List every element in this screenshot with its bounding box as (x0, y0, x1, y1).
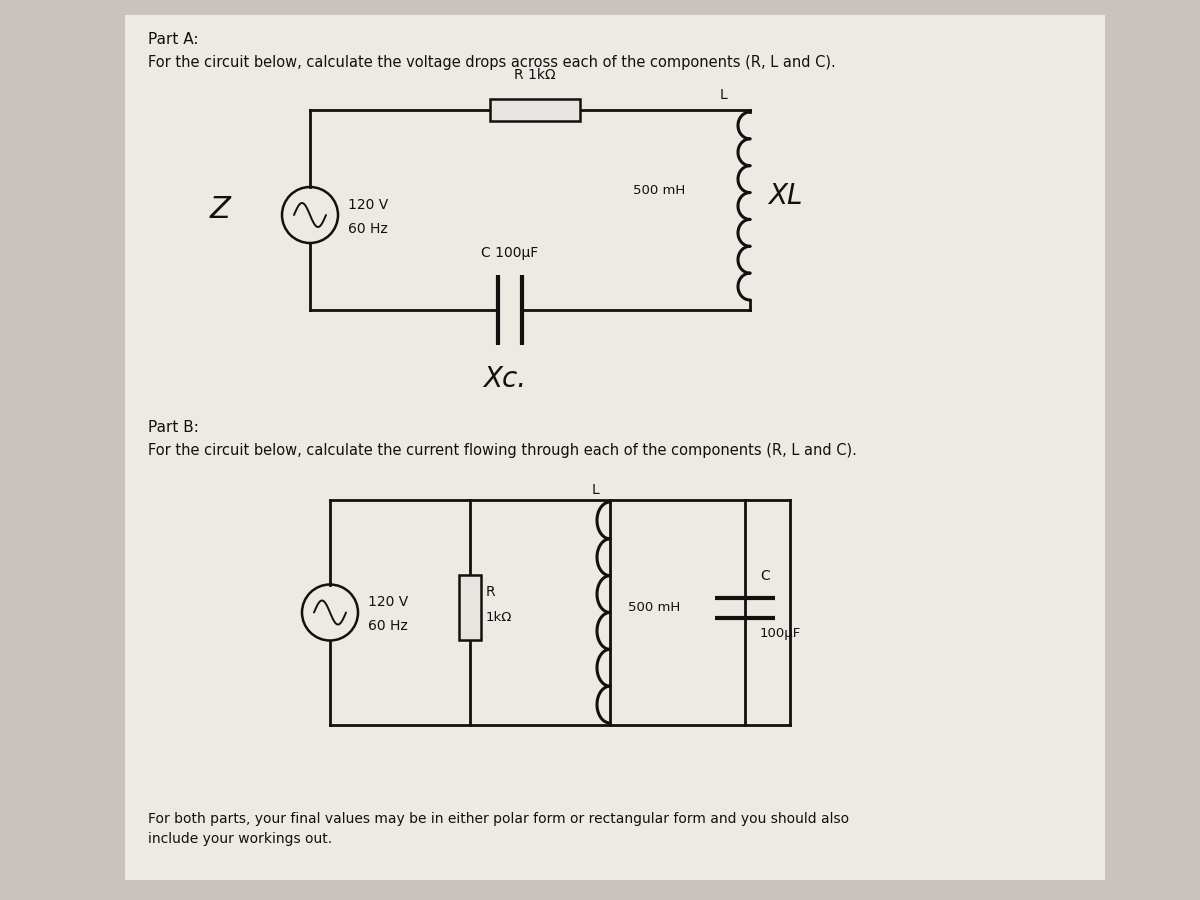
Text: Z: Z (210, 195, 230, 224)
Text: 120 V: 120 V (348, 198, 389, 212)
Text: 60 Hz: 60 Hz (348, 222, 388, 236)
Text: 60 Hz: 60 Hz (368, 619, 408, 634)
Text: Xc.: Xc. (484, 365, 527, 393)
Text: Part A:: Part A: (148, 32, 198, 47)
Text: R 1kΩ: R 1kΩ (514, 68, 556, 82)
Bar (458, 574, 481, 640)
Text: C: C (760, 569, 769, 582)
Text: 120 V: 120 V (368, 596, 408, 609)
Text: For the circuit below, calculate the voltage drops across each of the components: For the circuit below, calculate the vol… (148, 55, 835, 70)
Text: 500 mH: 500 mH (628, 601, 680, 614)
FancyBboxPatch shape (125, 15, 1105, 880)
Text: For both parts, your final values may be in either polar form or rectangular for: For both parts, your final values may be… (148, 812, 850, 826)
Text: 100μF: 100μF (760, 627, 802, 641)
Text: L: L (592, 483, 600, 497)
Text: C 100μF: C 100μF (481, 246, 539, 260)
Text: For the circuit below, calculate the current flowing through each of the compone: For the circuit below, calculate the cur… (148, 443, 857, 458)
Text: Part B:: Part B: (148, 420, 199, 435)
Text: 1kΩ: 1kΩ (486, 611, 512, 624)
Bar (490, 99, 580, 121)
Text: include your workings out.: include your workings out. (148, 832, 332, 846)
Text: R: R (486, 586, 496, 599)
Text: 500 mH: 500 mH (632, 184, 685, 197)
Text: XL: XL (768, 182, 803, 210)
Text: L: L (720, 88, 727, 102)
